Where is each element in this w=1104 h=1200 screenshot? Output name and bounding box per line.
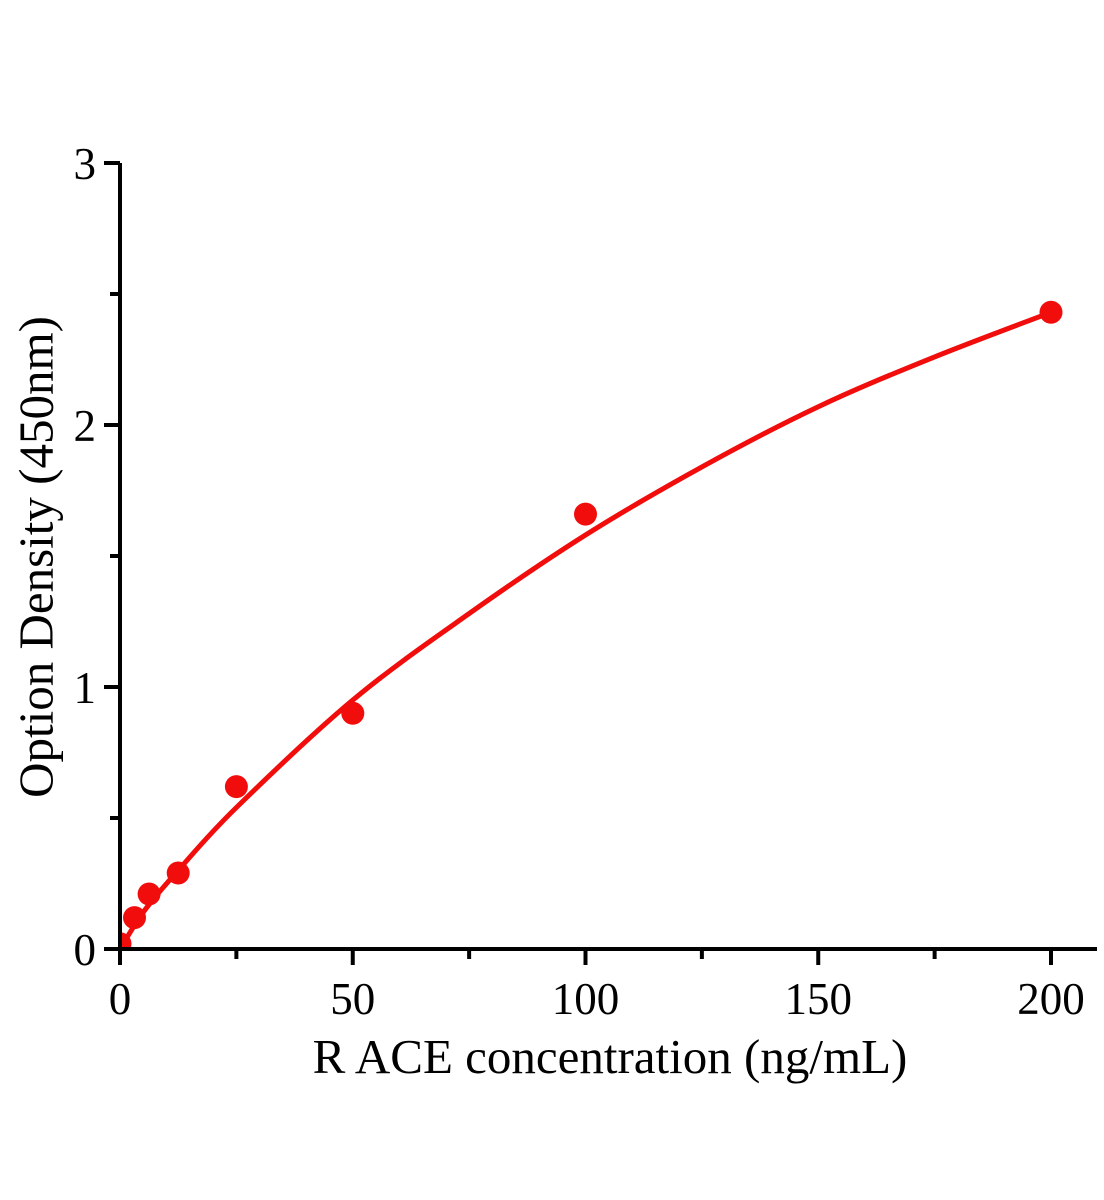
plot-area: [120, 300, 1063, 949]
data-point: [120, 932, 132, 949]
x-tick-label: 200: [1017, 974, 1085, 1024]
data-point: [574, 502, 597, 526]
y-tick-label: 0: [74, 925, 97, 975]
y-tick-label: 2: [74, 401, 97, 451]
data-point: [1039, 300, 1063, 324]
x-tick-label: 150: [785, 974, 853, 1024]
data-point: [166, 861, 190, 885]
x-axis-label: R ACE concentration (ng/mL): [312, 1029, 908, 1084]
x-tick-label: 100: [552, 974, 620, 1024]
data-point: [224, 775, 248, 799]
x-tick-label: 0: [109, 974, 132, 1024]
fitted-curve: [120, 309, 1054, 949]
data-point: [123, 906, 146, 930]
y-tick-label: 1: [74, 663, 97, 713]
data-point: [341, 701, 365, 725]
x-tick-label: 50: [330, 974, 375, 1024]
y-axis-label: Option Density (450nm): [8, 316, 64, 798]
y-tick-label: 3: [74, 139, 97, 189]
data-point: [137, 882, 161, 906]
